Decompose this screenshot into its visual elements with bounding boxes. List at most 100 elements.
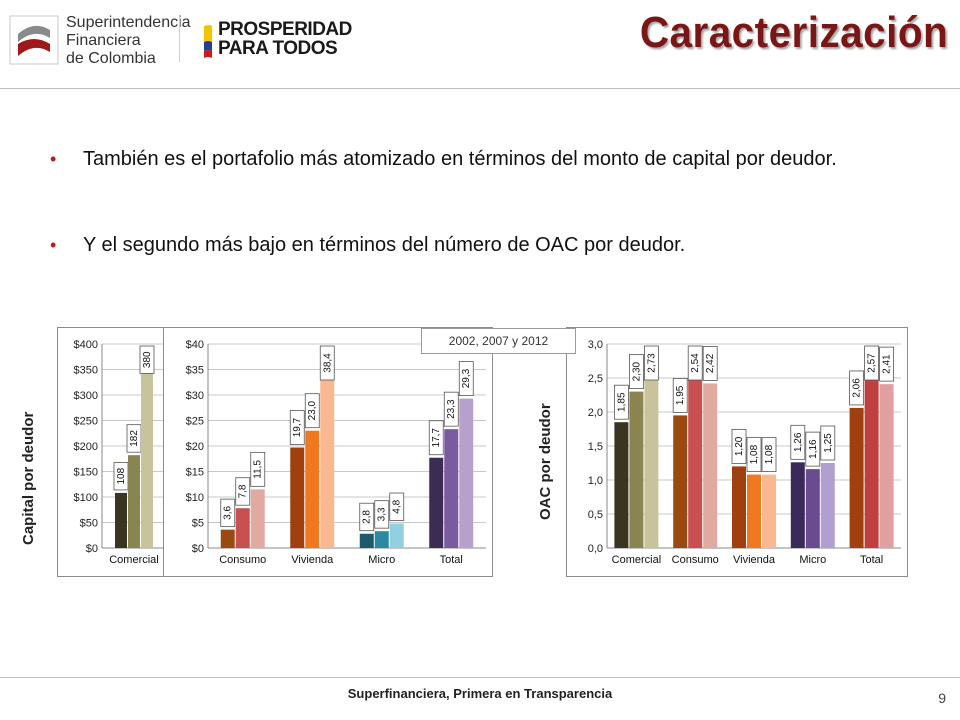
- data-label-box: [614, 384, 629, 420]
- y-tick-label: 1,5: [588, 441, 603, 453]
- y-tick-label: $10: [186, 492, 204, 504]
- data-label-box: [702, 346, 718, 381]
- y-tick-label: $300: [74, 390, 98, 402]
- x-tick-label: Comercial: [109, 554, 159, 566]
- bar: [673, 415, 688, 548]
- bar: [141, 354, 153, 548]
- y-tick-label: 2,0: [588, 407, 603, 419]
- bar: [629, 391, 644, 548]
- bullet-text: Y el segundo más bajo en términos del nú…: [83, 234, 686, 256]
- data-label-box: [304, 393, 320, 429]
- chart-oac: 0,0 0,5 1,0 1,5 2,0 2,5 3,0 1,85 2,30 2,73 Comerci…: [566, 327, 908, 577]
- data-label-box: [687, 345, 703, 381]
- data-label: 11,5: [253, 460, 264, 479]
- chart-capital-comercial-svg: $0 $50 $100 $150 $200 $250 $300 $350 $400 108 182 3…: [74, 339, 166, 566]
- bar: [703, 383, 718, 548]
- data-label: 2,30: [631, 361, 642, 381]
- y-tick-label: $400: [74, 339, 98, 351]
- y-tick-label: $100: [74, 492, 98, 504]
- prosperidad-logo: PROSPERIDAD PARA TODOS: [218, 20, 352, 58]
- bar: [250, 489, 265, 548]
- data-label: 19,7: [292, 417, 303, 437]
- data-label: 1,25: [823, 433, 834, 453]
- data-label: 1,95: [675, 385, 686, 405]
- y-tick-label: $40: [186, 339, 204, 351]
- data-label-box: [790, 424, 806, 460]
- sfc-logo-line: Superintendencia: [66, 14, 191, 31]
- x-tick-label: Consumo: [672, 554, 719, 566]
- bar: [115, 492, 127, 548]
- years-annotation: 2002, 2007 y 2012: [421, 328, 576, 354]
- footer-rule: [0, 677, 960, 678]
- data-label: 38,4: [322, 353, 333, 373]
- bar: [459, 398, 474, 548]
- y-tick-label: $30: [186, 390, 204, 402]
- bar: [235, 508, 250, 548]
- data-label-box: [731, 429, 747, 464]
- chart-oac-svg: 0,0 0,5 1,0 1,5 2,0 2,5 3,0 1,85 2,30 2,73 Comerci…: [588, 339, 901, 566]
- data-label-box: [250, 451, 266, 487]
- data-label-box: [761, 437, 777, 472]
- data-label: 2,06: [852, 378, 863, 398]
- bar: [429, 457, 444, 548]
- header: Superintendencia Financiera de Colombia …: [0, 0, 960, 90]
- data-label-box: [235, 477, 251, 506]
- data-label-box: [672, 378, 688, 413]
- data-label: 1,16: [808, 439, 819, 459]
- bullet-item: • Y el segundo más bajo en términos del …: [50, 232, 918, 260]
- y-tick-label: 1,0: [588, 475, 603, 487]
- data-label-box: [864, 345, 880, 381]
- sfc-logo-line: de Colombia: [66, 50, 156, 67]
- y-tick-label: $35: [186, 365, 204, 377]
- data-label: 2,41: [882, 354, 893, 374]
- data-label: 1,08: [749, 444, 760, 464]
- bar: [128, 455, 140, 548]
- bar: [305, 430, 320, 548]
- x-tick-label: Vivienda: [291, 554, 334, 566]
- data-label: 2,57: [867, 353, 878, 373]
- data-label-box: [289, 410, 305, 445]
- y-tick-label: $200: [74, 441, 98, 453]
- data-label: 23,0: [307, 401, 318, 421]
- chart-capital-others-svg: $0 $5 $10 $15 $20 $25 $30 $35 $40 3,6 7,8 11,5 Consu…: [186, 339, 486, 566]
- data-label: 380: [142, 351, 153, 368]
- y-tick-label: $25: [186, 416, 204, 428]
- y-tick-label: $15: [186, 467, 204, 479]
- data-label: 2,54: [690, 353, 701, 373]
- data-label-box: [805, 431, 821, 467]
- bar: [879, 384, 894, 548]
- bar: [805, 469, 820, 548]
- data-label: 2,8: [362, 510, 373, 524]
- data-label-box: [428, 420, 444, 456]
- bar: [374, 531, 389, 548]
- data-label-box: [820, 425, 836, 461]
- y-tick-label: $150: [74, 467, 98, 479]
- data-label: 1,20: [734, 436, 745, 456]
- data-label: 23,3: [446, 399, 457, 419]
- y-tick-label: $5: [192, 518, 204, 530]
- data-label: 29,3: [461, 368, 472, 388]
- data-label-box: [319, 345, 335, 381]
- data-label: 2,42: [705, 353, 716, 373]
- prosperidad-line: PARA TODOS: [218, 38, 338, 59]
- bar: [320, 352, 335, 548]
- y-tick-label: 0,5: [588, 509, 603, 521]
- data-label-box: [359, 502, 375, 532]
- data-label: 2,73: [646, 353, 657, 373]
- bar: [688, 375, 703, 548]
- data-label-box: [644, 345, 659, 381]
- data-label: 108: [116, 467, 127, 484]
- colombia-flag-icon: [204, 25, 212, 58]
- chart-capital-others: $0 $5 $10 $15 $20 $25 $30 $35 $40 3,6 7,8 11,5 Consu…: [163, 327, 493, 577]
- capital-side-label: Capital por deudor: [20, 411, 37, 545]
- data-label-box: [443, 391, 459, 427]
- bar: [614, 422, 629, 548]
- y-tick-label: $20: [186, 441, 204, 453]
- data-label-box: [389, 492, 405, 521]
- x-tick-label: Consumo: [219, 554, 266, 566]
- page-title: Caracterización: [639, 8, 948, 57]
- bullet-text: También es el portafolio más atomizado e…: [83, 148, 837, 170]
- x-tick-label: Comercial: [612, 554, 662, 566]
- data-label-box: [746, 437, 762, 472]
- bar: [444, 429, 459, 548]
